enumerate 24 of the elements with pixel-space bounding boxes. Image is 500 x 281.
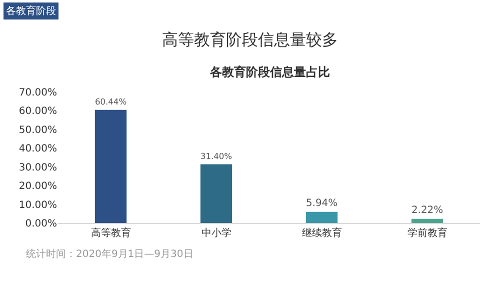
y-tick-label: 30.00%	[18, 162, 57, 174]
chart-subtitle: 各教育阶段信息量占比	[209, 65, 330, 79]
y-tick-label: 20.00%	[18, 181, 57, 192]
x-tick-label: 继续教育	[302, 227, 342, 239]
y-tick-label: 40.00%	[18, 144, 57, 155]
chart-title: 高等教育阶段信息量较多	[162, 30, 338, 49]
data-label: 2.22%	[411, 204, 444, 216]
text: 各教育阶段	[6, 5, 56, 17]
data-label: 31.40%	[200, 150, 232, 161]
x-tick-label: 学前教育	[407, 227, 448, 239]
y-tick-label: 50.00%	[18, 124, 57, 136]
x-tick-label: 高等教育	[90, 227, 131, 239]
bar	[94, 110, 127, 223]
y-tick-label: 70.00%	[18, 88, 57, 98]
bar	[411, 218, 444, 223]
data-label: 5.94%	[306, 198, 338, 209]
y-tick-label: 0.00%	[25, 218, 57, 230]
y-tick-label: 10.00%	[18, 200, 57, 211]
bar	[306, 212, 338, 223]
y-tick-label: 60.00%	[18, 106, 57, 118]
text: 统计时间：2020年9月1日—9月30日	[26, 248, 194, 260]
bar	[200, 164, 232, 223]
x-tick-label: 中小学	[201, 227, 232, 239]
data-label: 60.44%	[94, 96, 127, 106]
